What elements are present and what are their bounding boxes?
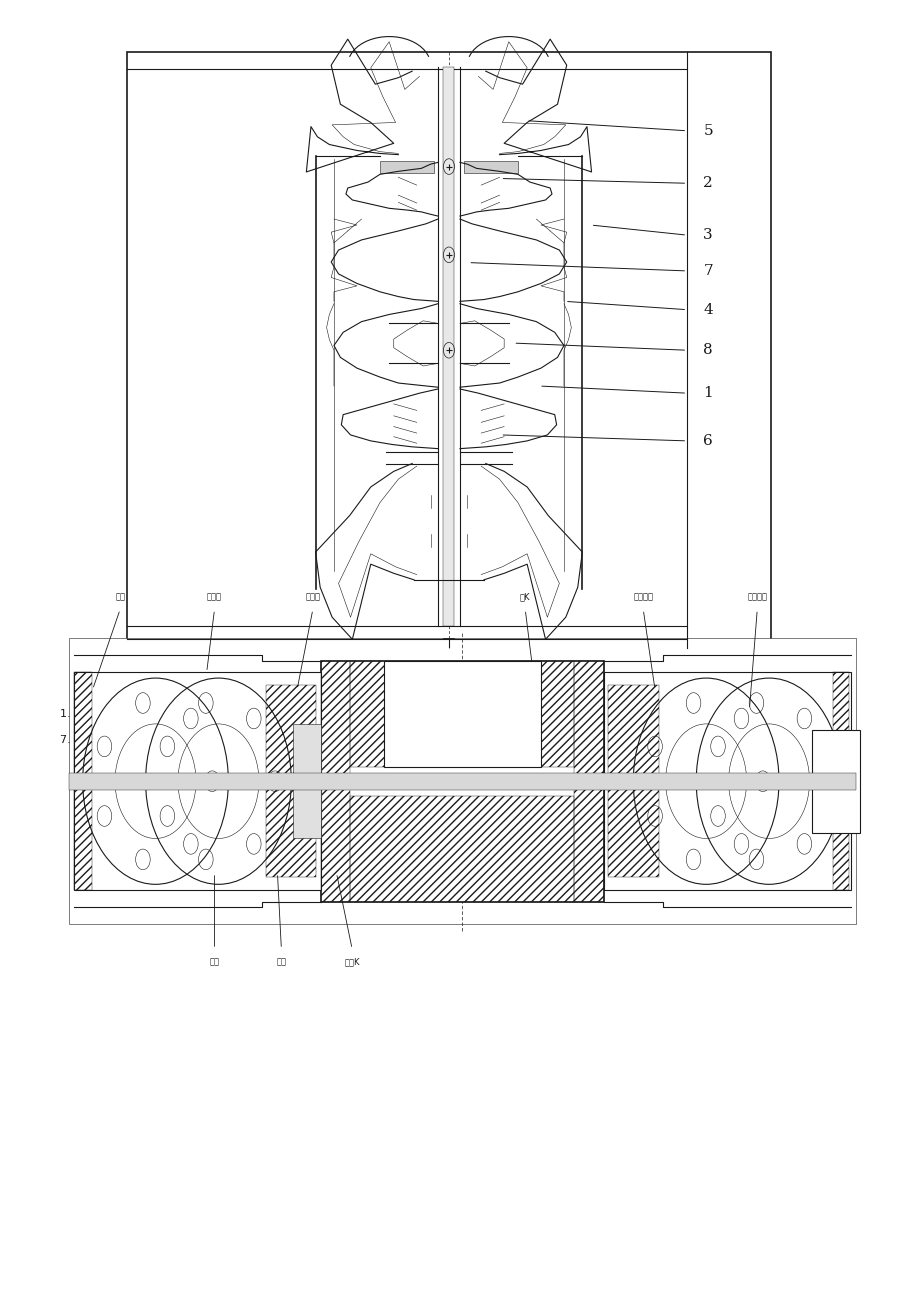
- Bar: [463, 160, 517, 173]
- Text: 填轴: 填轴: [276, 957, 286, 966]
- Text: 大螺盖: 大螺盖: [207, 592, 221, 602]
- Text: 1. 首级叶轮；2. 次级(标准)叶轮；3. 外筒体；4. 首级涡壳体；5. 导叶壳体；6. 进水喇叭；: 1. 首级叶轮；2. 次级(标准)叶轮；3. 外筒体；4. 首级涡壳体；5. 导…: [60, 708, 365, 719]
- Bar: [69, 772, 855, 790]
- Bar: [350, 661, 573, 767]
- Bar: [127, 52, 770, 648]
- Bar: [350, 796, 573, 901]
- Text: 2: 2: [703, 176, 712, 190]
- Bar: [443, 66, 454, 626]
- Text: 后滚动轴: 后滚动轴: [632, 592, 652, 602]
- Text: 3: 3: [703, 228, 712, 242]
- Bar: [603, 672, 850, 891]
- Text: 8: 8: [703, 344, 712, 357]
- Text: 凝结水泵: 凝结水泵: [385, 672, 428, 690]
- Text: 轴端: 轴端: [115, 592, 125, 602]
- Text: 导K: 导K: [519, 592, 530, 602]
- Text: 轴封头: 轴封头: [305, 592, 320, 602]
- Bar: [74, 672, 92, 891]
- Bar: [74, 672, 321, 891]
- Bar: [266, 685, 316, 878]
- Bar: [293, 724, 321, 838]
- Bar: [811, 729, 859, 833]
- Text: 7. 轴；8. 口环: 7. 轴；8. 口环: [60, 734, 115, 745]
- Bar: [832, 672, 848, 891]
- Bar: [69, 638, 855, 924]
- Text: 摄封K: 摄封K: [344, 957, 359, 966]
- Text: 5: 5: [703, 124, 712, 138]
- Bar: [321, 661, 603, 901]
- Text: 6: 6: [703, 434, 712, 448]
- Bar: [607, 685, 658, 878]
- Text: 4: 4: [703, 302, 712, 316]
- Bar: [573, 661, 603, 901]
- Text: 1: 1: [703, 387, 712, 400]
- Text: 7: 7: [703, 264, 712, 277]
- Bar: [383, 661, 540, 767]
- Bar: [380, 160, 434, 173]
- Text: 轴封填塞: 轴封填塞: [746, 592, 766, 602]
- Bar: [321, 661, 350, 901]
- Text: 轴杯: 轴杯: [210, 957, 220, 966]
